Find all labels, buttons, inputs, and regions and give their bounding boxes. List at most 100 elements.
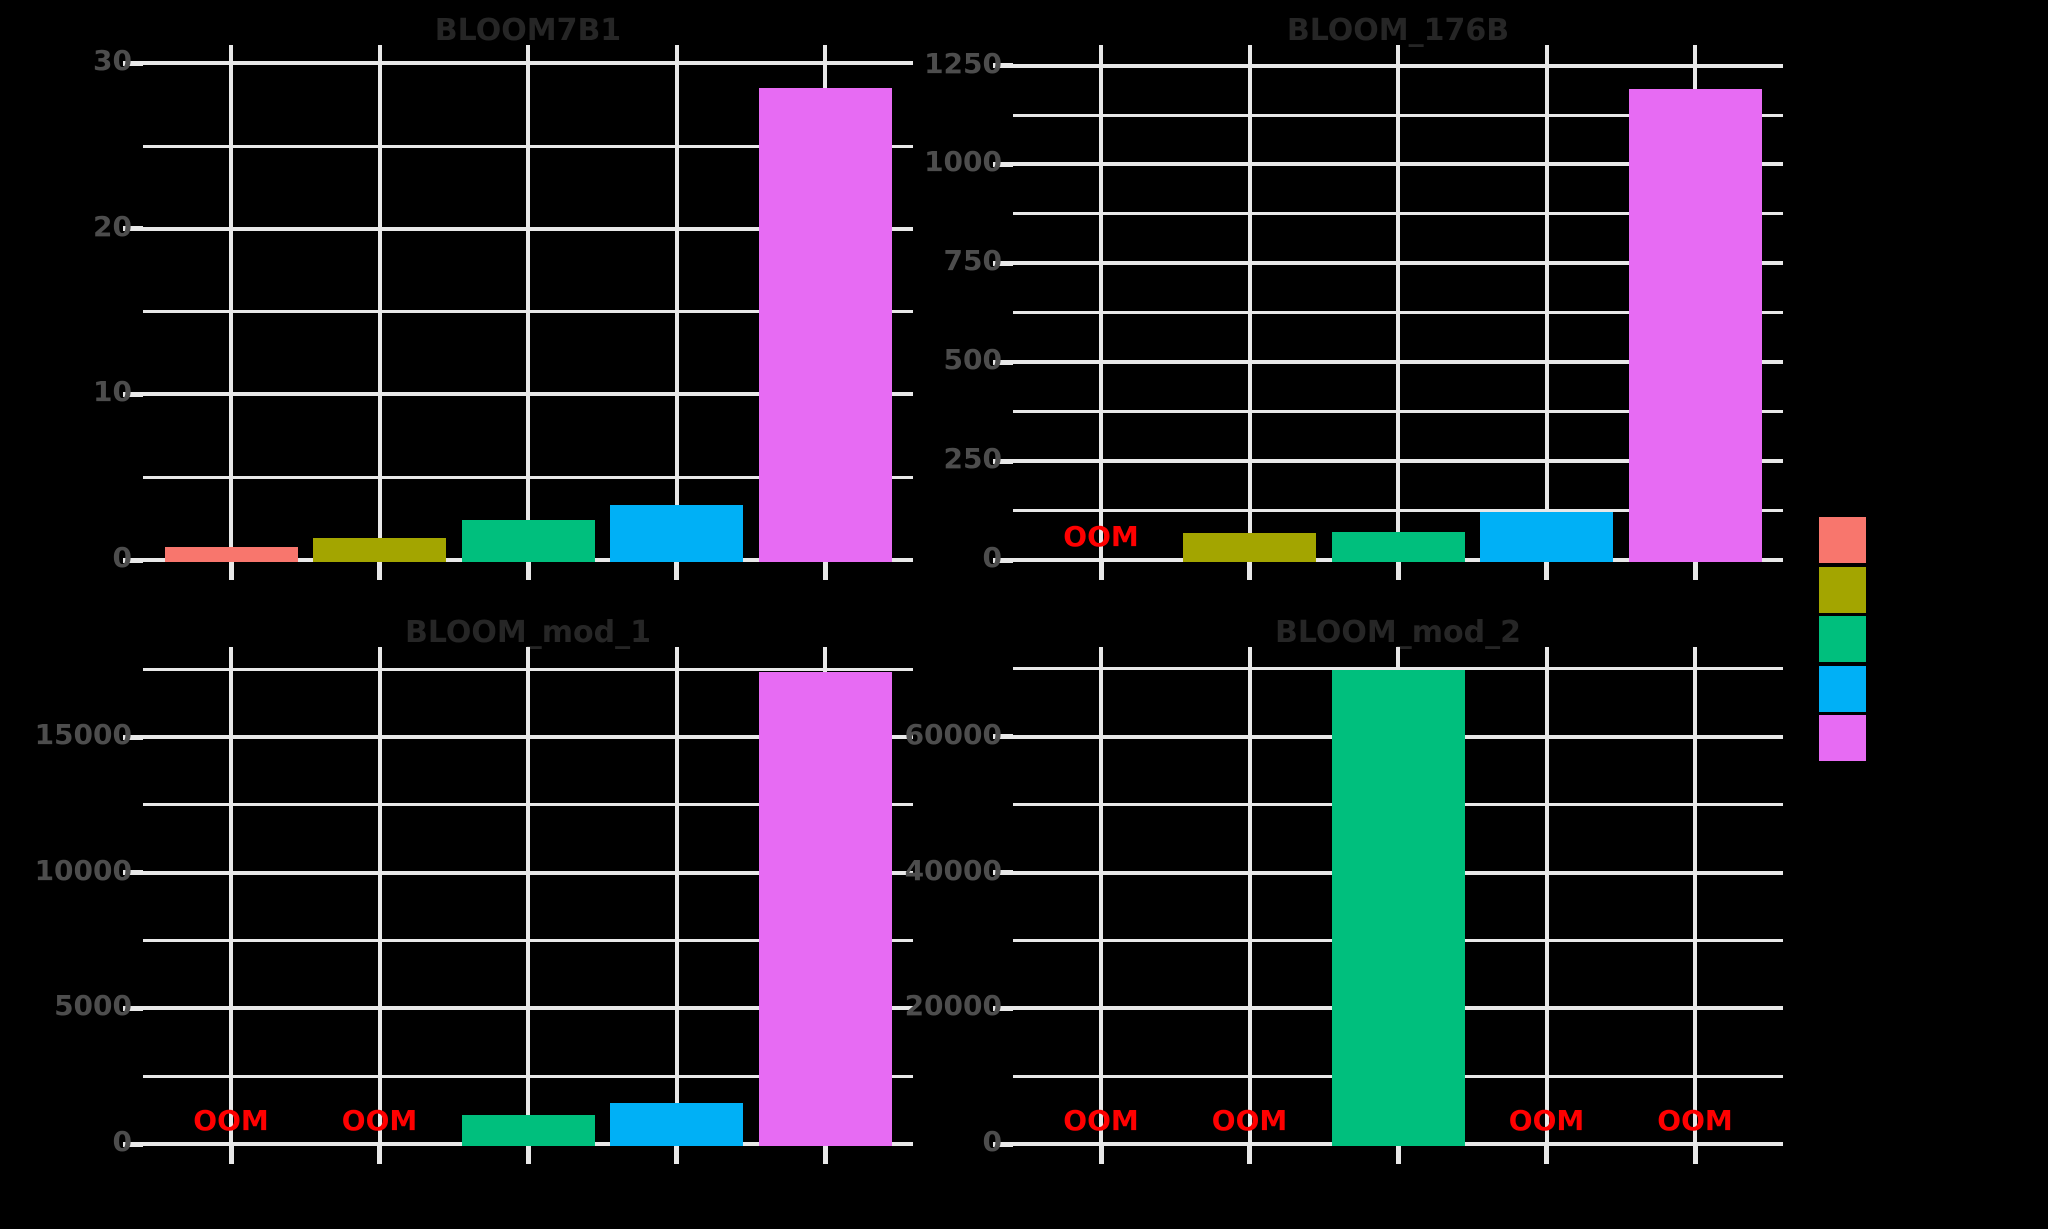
x-axis-tick: [674, 1144, 679, 1164]
y-axis-tick: [993, 458, 1013, 464]
chart-title-bloom-mod-2: BLOOM_mod_2: [1275, 615, 1521, 650]
y-axis-tick: [123, 557, 143, 563]
gridline-minor: [143, 310, 913, 314]
oom-label: OOM: [341, 1103, 418, 1137]
bar-green: [1331, 670, 1465, 1146]
chart-title-bloom-mod-1: BLOOM_mod_1: [405, 615, 651, 650]
y-tick-label: 250: [943, 442, 1002, 476]
gridline-major: [143, 735, 913, 740]
oom-label: OOM: [1211, 1103, 1288, 1137]
gridline-vertical: [1693, 647, 1697, 1144]
gridline-major: [1013, 63, 1783, 68]
y-axis-tick: [993, 260, 1013, 266]
y-axis-tick: [993, 734, 1013, 740]
x-axis-tick: [228, 1144, 234, 1164]
bar-green: [461, 1114, 595, 1146]
x-axis-tick: [525, 560, 531, 580]
y-tick-label: 1250: [924, 46, 1002, 80]
gridline-vertical: [229, 647, 233, 1144]
gridline-vertical: [674, 45, 679, 560]
chart-title-bloom-176b: BLOOM_176B: [1286, 13, 1510, 48]
y-axis-tick: [123, 391, 143, 397]
gridline-major: [143, 870, 913, 875]
x-axis-tick: [525, 1144, 531, 1164]
legend-swatch-olive: [1819, 566, 1866, 613]
y-tick-label: 0: [112, 1124, 132, 1158]
x-axis-tick: [1544, 560, 1549, 580]
x-axis-tick: [1544, 1144, 1549, 1164]
gridline-vertical: [377, 45, 382, 560]
y-tick-label: 750: [943, 244, 1002, 278]
gridline-vertical: [526, 45, 530, 560]
gridline-major: [143, 1006, 913, 1011]
y-tick-label: 0: [982, 1124, 1002, 1158]
y-axis-tick: [993, 161, 1013, 167]
gridline-major: [143, 61, 913, 66]
bar-blue: [610, 505, 743, 562]
x-axis-tick: [822, 1144, 828, 1164]
gridline-vertical: [1247, 45, 1252, 560]
chart-panel-bloom-mod-2: 0 20000 40000 60000 OOM OOM OOM OOM: [905, 647, 1783, 1164]
gridline-minor: [143, 475, 913, 479]
oom-label: OOM: [1063, 1103, 1139, 1137]
chart-title-bloom7b1: BLOOM7B1: [434, 13, 622, 48]
bar-violet: [1628, 89, 1762, 562]
y-axis-tick: [123, 870, 143, 876]
gridline-minor: [1013, 509, 1783, 513]
y-axis-tick: [123, 226, 143, 232]
x-axis-tick: [1395, 560, 1401, 580]
chart-panel-bloom-mod-1: 0 5000 10000 15000 OOM OOM: [35, 647, 913, 1164]
oom-label: OOM: [1063, 519, 1139, 553]
y-tick-label: 20000: [904, 989, 1002, 1023]
x-axis-tick: [1247, 560, 1252, 580]
gridline-vertical: [1396, 45, 1400, 560]
gridline-major: [1013, 162, 1783, 167]
x-axis-tick: [1692, 560, 1698, 580]
gridline-minor: [143, 803, 913, 807]
y-tick-label: 30: [93, 44, 132, 78]
x-axis-tick: [377, 560, 382, 580]
bar-olive: [1183, 533, 1316, 562]
bar-violet: [758, 88, 892, 562]
gridline-minor: [143, 1074, 913, 1078]
bar-blue: [1480, 511, 1613, 562]
bar-green: [461, 520, 595, 562]
gridline-vertical: [1099, 45, 1103, 560]
gridline-minor: [1013, 410, 1783, 414]
legend-swatch-violet: [1819, 715, 1866, 761]
gridline-vertical: [229, 45, 233, 560]
y-tick-label: 5000: [54, 989, 132, 1023]
x-axis-tick: [1098, 560, 1104, 580]
chart-panel-bloom7b1: 0 10 20 30: [93, 44, 913, 580]
y-axis-tick: [123, 60, 143, 66]
gridline-minor: [143, 144, 913, 148]
y-tick-label: 40000: [904, 853, 1002, 887]
x-axis-tick: [1098, 1144, 1104, 1164]
oom-label: OOM: [1657, 1103, 1733, 1137]
legend-swatch-blue: [1819, 665, 1866, 712]
gridline-vertical: [1247, 647, 1252, 1144]
gridline-major: [1013, 261, 1783, 266]
gridline-vertical: [377, 647, 382, 1144]
gridline-vertical: [1544, 647, 1549, 1144]
gridline-minor: [1013, 113, 1783, 117]
y-tick-label: 10000: [34, 853, 132, 887]
y-axis-tick: [123, 734, 143, 740]
gridline-minor: [1013, 667, 1783, 671]
y-tick-label: 20: [93, 209, 132, 243]
y-axis-tick: [123, 1005, 143, 1011]
y-tick-label: 0: [112, 540, 132, 574]
oom-label: OOM: [193, 1103, 269, 1137]
y-axis-tick: [993, 1141, 1013, 1147]
y-axis-tick: [993, 359, 1013, 365]
y-tick-label: 60000: [904, 717, 1002, 751]
bar-blue: [610, 1103, 743, 1146]
gridline-vertical: [1544, 45, 1549, 560]
bar-green: [1331, 532, 1465, 562]
legend-swatch-salmon: [1819, 517, 1866, 563]
gridline-major: [143, 392, 913, 397]
gridline-minor: [143, 939, 913, 943]
gridline-vertical: [1099, 647, 1103, 1144]
gridline-major: [1013, 459, 1783, 464]
gridline-minor: [1013, 311, 1783, 315]
